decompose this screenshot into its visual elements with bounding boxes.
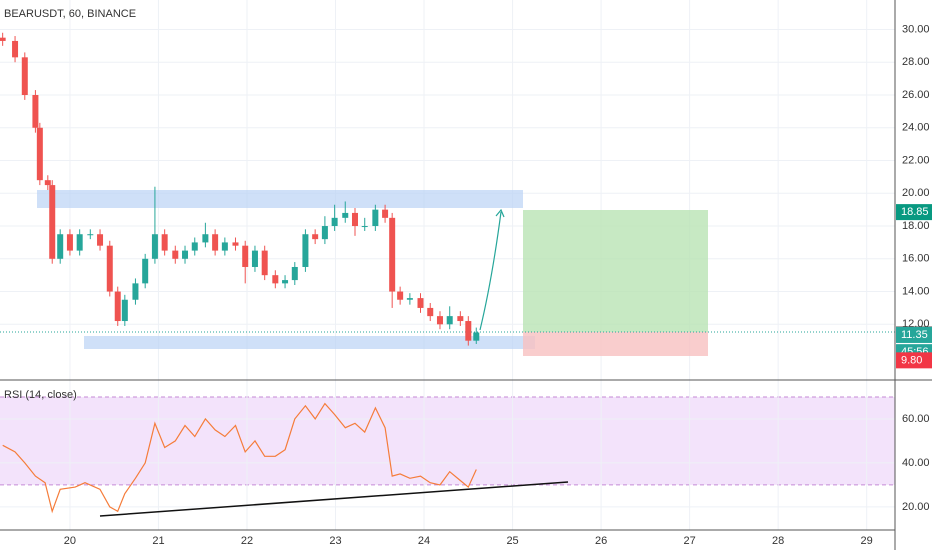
candle-body xyxy=(142,258,149,284)
candle-body xyxy=(161,234,168,251)
candle-body xyxy=(202,234,209,243)
candle-body xyxy=(151,234,158,259)
rsi-band xyxy=(0,396,895,485)
price-tag-bg xyxy=(896,204,932,221)
x-tick-label: 25 xyxy=(506,535,518,547)
candle-body xyxy=(321,226,328,240)
candle-body xyxy=(331,217,338,227)
candle-body xyxy=(457,316,464,322)
price-tag-bg xyxy=(896,352,932,369)
candle-body xyxy=(132,283,139,300)
price-tag-bg xyxy=(896,326,932,343)
target-box xyxy=(523,210,708,332)
trend-line xyxy=(99,481,569,517)
x-tick-label: 24 xyxy=(418,535,430,547)
price-tag: 9.80 xyxy=(896,352,932,369)
price-tag-label: 9.80 xyxy=(901,354,922,366)
rsi-title: RSI (14, close) xyxy=(4,389,77,401)
grid xyxy=(0,0,895,530)
x-tick-label: 22 xyxy=(241,535,253,547)
x-tick-label: 26 xyxy=(595,535,607,547)
candle-body xyxy=(121,299,128,322)
y-tick-label: 16.00 xyxy=(902,253,930,265)
y-tick-label: 18.00 xyxy=(902,220,930,232)
candle-body xyxy=(114,291,121,322)
candle-body xyxy=(182,250,189,259)
candle-body xyxy=(261,250,268,276)
y-tick-label: 26.00 xyxy=(902,89,930,101)
candle-body xyxy=(0,37,6,41)
candle-body xyxy=(12,40,19,58)
stop-box xyxy=(523,332,708,356)
candle-body xyxy=(282,280,289,284)
candle-body xyxy=(465,321,472,341)
candle-body xyxy=(251,250,258,267)
candle-body xyxy=(44,180,51,186)
candle-body xyxy=(361,226,368,228)
candle-body xyxy=(242,245,249,267)
candle-body xyxy=(397,291,404,300)
x-tick-label: 20 xyxy=(64,535,76,547)
x-tick-label: 27 xyxy=(683,535,695,547)
y-tick-label: 20.00 xyxy=(902,187,930,199)
x-tick-label: 21 xyxy=(152,535,164,547)
candle-body xyxy=(351,212,358,227)
y-tick-label: 24.00 xyxy=(902,122,930,134)
resistance-zone xyxy=(37,190,523,208)
y-tick-label: 14.00 xyxy=(902,285,930,297)
rsi-line xyxy=(2,402,477,514)
y-tick-label: 28.00 xyxy=(902,56,930,68)
chart-title: BEARUSDT, 60, BINANCE xyxy=(4,8,136,20)
candle-body xyxy=(97,234,104,246)
candle-body xyxy=(106,245,113,292)
price-tag-label: 11.35 xyxy=(901,329,928,341)
y-tick-label: 40.00 xyxy=(902,457,930,469)
marks xyxy=(0,32,480,514)
arrow xyxy=(479,208,505,331)
price-tag: 11.35 xyxy=(896,326,932,343)
candle-body xyxy=(389,217,396,292)
candle-body xyxy=(436,316,443,325)
candle-body xyxy=(446,316,453,325)
candle-body xyxy=(312,234,319,240)
y-tick-label: 20.00 xyxy=(902,501,930,513)
candle-body xyxy=(212,234,219,251)
candle-body xyxy=(342,212,349,218)
candle-body xyxy=(66,234,73,251)
candle-body xyxy=(76,234,83,251)
support-zone xyxy=(84,336,535,349)
x-tick-label: 29 xyxy=(861,535,873,547)
candle-body xyxy=(473,332,480,341)
x-tick-label: 28 xyxy=(772,535,784,547)
candle-body xyxy=(272,275,279,284)
y-tick-label: 60.00 xyxy=(902,413,930,425)
price-tag-label: 18.85 xyxy=(901,206,929,218)
candle-body xyxy=(302,234,309,267)
candle-body xyxy=(221,242,228,251)
candle-body xyxy=(32,95,39,128)
candle-body xyxy=(417,298,424,308)
candle-body xyxy=(382,209,389,218)
candle-body xyxy=(172,250,179,259)
candle-body xyxy=(191,242,198,251)
candle-body xyxy=(57,234,64,259)
candle-body xyxy=(372,209,379,227)
candle-body xyxy=(36,127,43,181)
price-tag: 18.85 xyxy=(896,204,932,221)
candle-body xyxy=(406,298,413,300)
candle-body xyxy=(49,185,56,259)
x-tick-label: 23 xyxy=(329,535,341,547)
y-tick-label: 22.00 xyxy=(902,154,930,166)
candle-body xyxy=(232,242,239,246)
candle-body xyxy=(21,57,28,95)
candle-body xyxy=(291,266,298,281)
y-tick-label: 30.00 xyxy=(902,23,930,35)
candle-body xyxy=(427,307,434,317)
candle-body xyxy=(87,234,94,236)
